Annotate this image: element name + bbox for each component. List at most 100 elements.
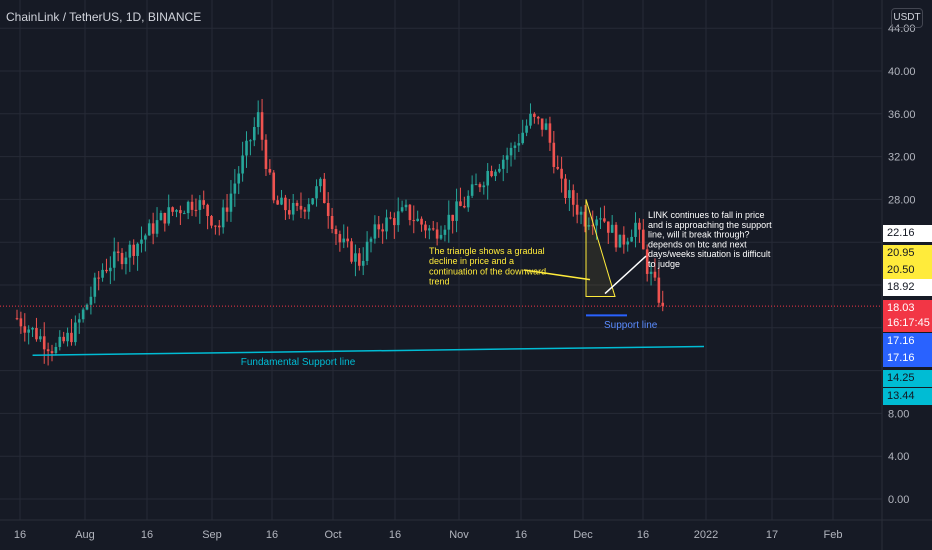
candle-body xyxy=(109,267,112,272)
candle-body xyxy=(420,218,423,225)
candle-body xyxy=(295,202,299,206)
candle-body xyxy=(307,204,311,212)
candle-body xyxy=(97,277,100,279)
link-note: LINK continues to fall in price and is ap… xyxy=(648,210,772,269)
candle-body xyxy=(264,139,268,169)
candle-body xyxy=(225,207,229,212)
price-badge: 22.16 xyxy=(883,225,932,242)
triangle-note: The triangle shows a gradual decline in p… xyxy=(429,246,546,287)
candle-body xyxy=(385,217,388,232)
price-axis-label: 32.00 xyxy=(888,152,916,164)
candle-body xyxy=(451,214,454,221)
candle-body xyxy=(15,318,19,320)
candle-body xyxy=(35,327,38,340)
candle-body xyxy=(23,326,27,333)
candle-body xyxy=(128,244,132,258)
candle-body xyxy=(447,214,451,230)
candle-body xyxy=(175,210,178,212)
time-axis-label: Dec xyxy=(573,529,593,541)
candle-body xyxy=(354,253,357,262)
candle-body xyxy=(583,211,587,227)
candle-body xyxy=(350,241,353,262)
candle-body xyxy=(252,127,256,141)
candle-body xyxy=(560,168,563,179)
candle-body xyxy=(338,234,342,243)
candle-body xyxy=(330,215,334,230)
candle-body xyxy=(81,309,85,320)
candle-body xyxy=(501,159,505,169)
candle-body xyxy=(256,112,260,128)
candle-body xyxy=(463,205,466,208)
candle-body xyxy=(435,229,439,239)
candle-body xyxy=(31,327,34,330)
candle-body xyxy=(221,207,225,228)
price-badge: 20.95 xyxy=(883,245,932,262)
candle-body xyxy=(66,332,69,342)
candle-body xyxy=(412,220,416,222)
candle-body xyxy=(525,125,528,133)
candle-body xyxy=(626,241,630,245)
candle-body xyxy=(299,205,303,210)
price-badge: 17.16 xyxy=(883,350,932,367)
candle-body xyxy=(136,243,139,256)
candle-body xyxy=(132,244,135,256)
candle-body xyxy=(459,201,462,206)
currency-button[interactable]: USDT xyxy=(891,8,923,28)
candle-body xyxy=(653,271,657,278)
candle-body xyxy=(276,200,279,205)
candle-body xyxy=(486,170,489,186)
candle-body xyxy=(326,203,330,216)
candle-body xyxy=(249,140,252,142)
candle-body xyxy=(144,235,147,240)
candle-body xyxy=(179,210,182,214)
candle-body xyxy=(645,249,649,274)
candle-body xyxy=(439,234,443,239)
candle-body xyxy=(70,332,73,343)
candle-body xyxy=(408,204,412,221)
time-axis-label: Aug xyxy=(75,529,95,541)
candle-body xyxy=(288,210,291,215)
candle-body xyxy=(194,209,198,211)
candle-body xyxy=(455,201,458,221)
candle-body xyxy=(46,349,50,352)
candle-body xyxy=(315,186,318,199)
time-axis-label: Feb xyxy=(824,529,843,541)
candle-body xyxy=(291,202,295,215)
candle-body xyxy=(303,209,307,212)
candle-body xyxy=(27,329,30,333)
time-axis-label: 16 xyxy=(141,529,153,541)
candle-body xyxy=(587,225,591,227)
price-badge: 18.03 xyxy=(883,300,932,317)
candle-body xyxy=(358,253,361,266)
candle-body xyxy=(280,197,283,205)
candle-body xyxy=(124,257,128,265)
candle-body xyxy=(540,118,544,130)
price-badge: 20.50 xyxy=(883,262,932,279)
candle-body xyxy=(591,225,595,227)
candle-body xyxy=(478,184,482,188)
candle-body xyxy=(155,220,159,234)
triangle-shape xyxy=(585,199,616,298)
candle-body xyxy=(649,271,653,274)
candle-body xyxy=(482,185,486,188)
candle-body xyxy=(568,190,571,199)
candle-body xyxy=(610,224,614,233)
candle-body xyxy=(416,218,419,221)
candle-body xyxy=(599,218,602,220)
price-badge: 17.16 xyxy=(883,333,932,350)
candle-body xyxy=(202,200,206,205)
candle-body xyxy=(58,336,62,347)
candle-body xyxy=(505,155,509,160)
price-axis-label: 4.00 xyxy=(888,451,909,463)
candle-body xyxy=(19,318,23,327)
candle-body xyxy=(498,168,501,172)
candle-body xyxy=(217,225,221,228)
chart-title: ChainLink / TetherUS, 1D, BINANCE xyxy=(6,10,202,24)
candle-body xyxy=(517,143,521,146)
candle-body xyxy=(634,222,637,237)
candle-body xyxy=(373,224,377,239)
candle-body xyxy=(323,178,326,204)
candle-body xyxy=(490,170,493,177)
candle-body xyxy=(260,112,264,140)
